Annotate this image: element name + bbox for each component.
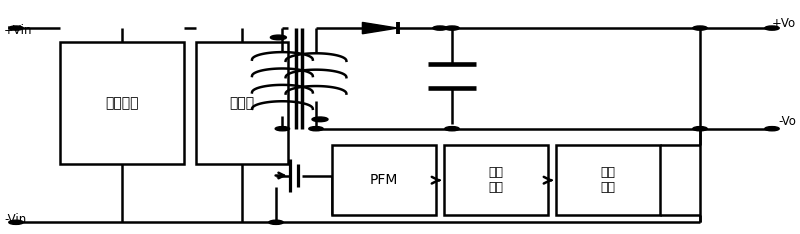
Circle shape [433,26,447,30]
Text: +Vo: +Vo [772,17,796,30]
Bar [60,42,184,164]
Circle shape [445,127,459,131]
Bar [444,145,548,215]
Circle shape [270,35,286,40]
Bar [196,42,288,164]
Polygon shape [362,22,398,34]
Circle shape [275,127,290,131]
Text: -Vin: -Vin [4,213,26,227]
Bar [332,145,436,215]
Circle shape [9,26,23,30]
Circle shape [693,127,707,131]
Text: 隔离
光耦: 隔离 光耦 [489,166,503,194]
Circle shape [312,117,328,122]
Text: -Vo: -Vo [778,115,796,128]
Circle shape [765,26,779,30]
Circle shape [9,220,23,224]
Circle shape [269,220,283,224]
Circle shape [693,26,707,30]
Text: 输入滤波: 输入滤波 [106,96,138,110]
Text: +Vin: +Vin [4,24,33,37]
Text: PFM: PFM [370,173,398,187]
Circle shape [445,26,459,30]
Text: 基准
放大: 基准 放大 [601,166,615,194]
Bar [556,145,660,215]
Circle shape [765,127,779,131]
Text: 软启动: 软启动 [230,96,254,110]
Circle shape [309,127,323,131]
